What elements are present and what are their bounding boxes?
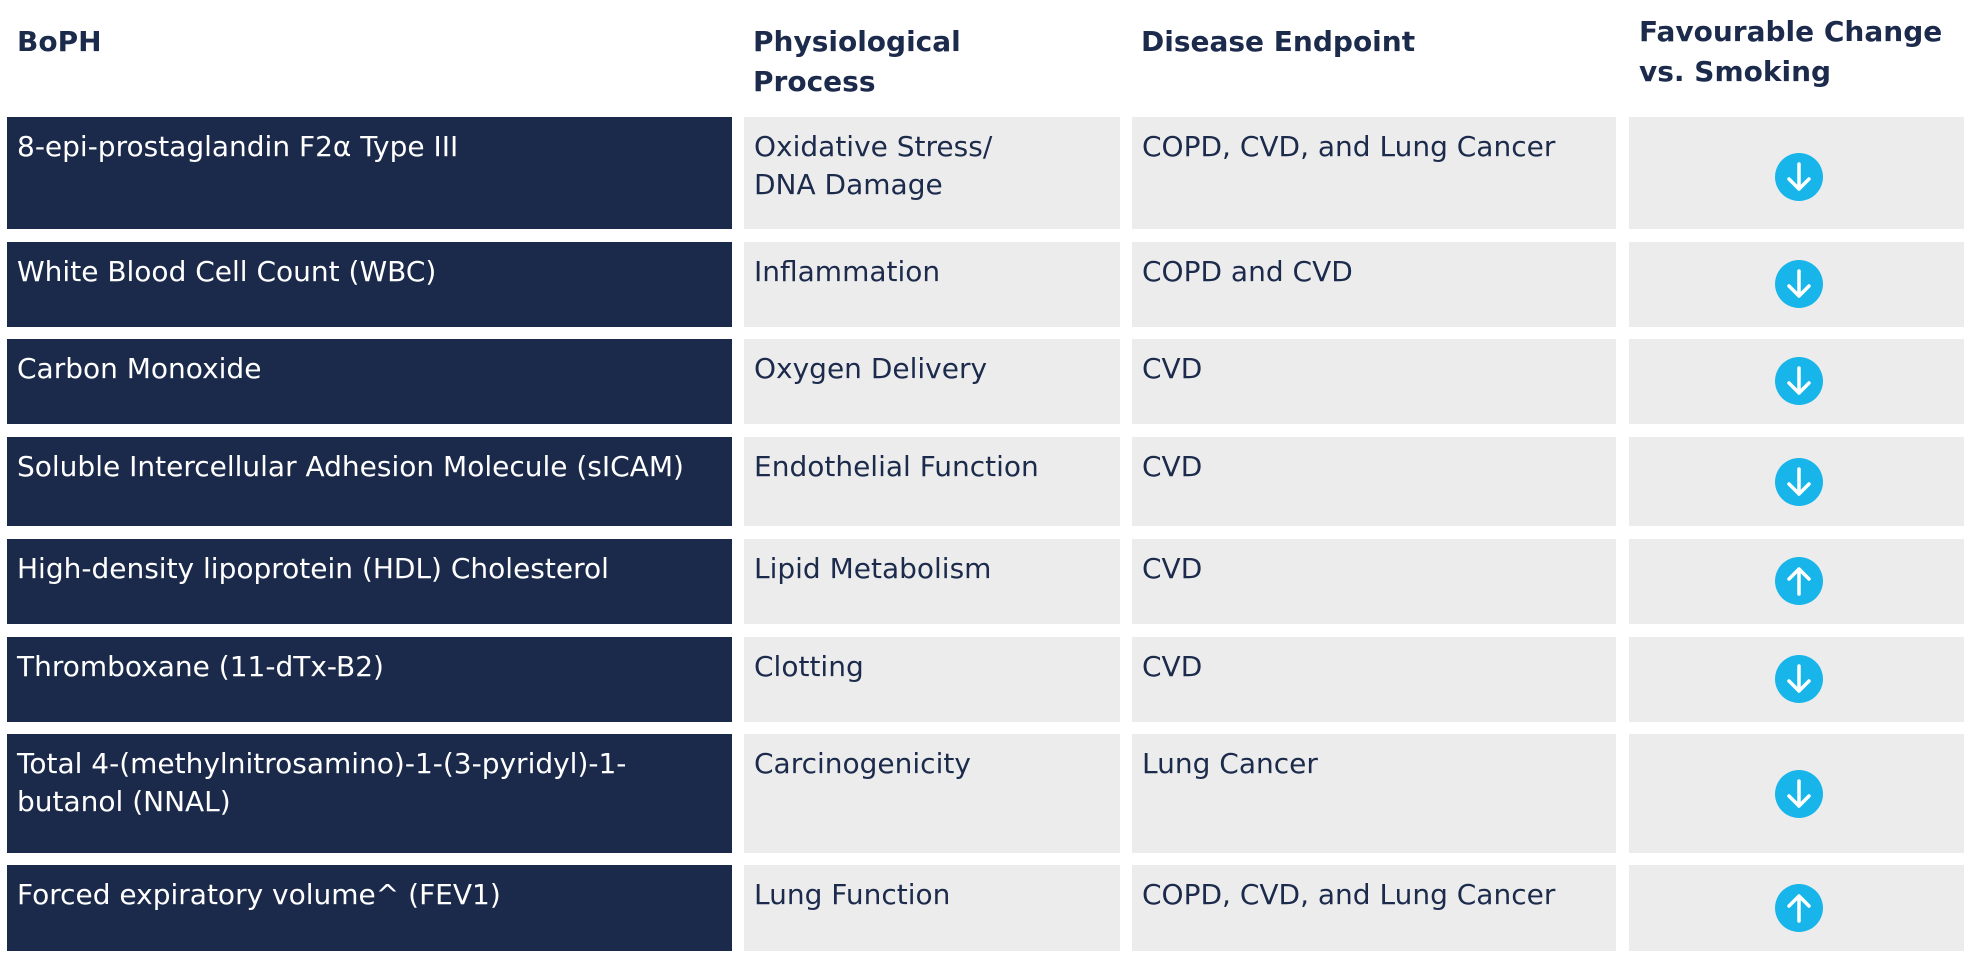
change-cell (1629, 734, 1964, 853)
change-cell (1629, 339, 1964, 424)
change-cell (1629, 242, 1964, 327)
down-arrow-icon (1775, 458, 1823, 506)
boph-cell: Forced expiratory volume^ (FEV1) (7, 865, 732, 951)
process-cell: Lipid Metabolism (744, 539, 1120, 624)
down-arrow-icon (1775, 260, 1823, 308)
header-boph: BoPH (17, 25, 102, 58)
boph-cell: High-density lipoprotein (HDL) Cholester… (7, 539, 732, 624)
down-arrow-icon (1775, 357, 1823, 405)
header-favourable-change: Favourable Change vs. Smoking (1639, 15, 1943, 88)
process-cell: Endothelial Function (744, 437, 1120, 526)
process-cell: Inflammation (744, 242, 1120, 327)
endpoint-cell: Lung Cancer (1132, 734, 1616, 853)
change-cell (1629, 539, 1964, 624)
boph-cell: White Blood Cell Count (WBC) (7, 242, 732, 327)
down-arrow-icon (1775, 153, 1823, 201)
process-cell: Oxygen Delivery (744, 339, 1120, 424)
process-cell: Carcinogenicity (744, 734, 1120, 853)
boph-cell: Total 4-(methylnitrosamino)-1-(3-pyridyl… (7, 734, 732, 853)
up-arrow-icon (1775, 557, 1823, 605)
process-cell: Lung Function (744, 865, 1120, 951)
endpoint-cell: CVD (1132, 339, 1616, 424)
process-cell: Clotting (744, 637, 1120, 722)
endpoint-cell: COPD, CVD, and Lung Cancer (1132, 865, 1616, 951)
down-arrow-icon (1775, 655, 1823, 703)
boph-cell: Thromboxane (11-dTx-B2) (7, 637, 732, 722)
down-arrow-icon (1775, 770, 1823, 818)
endpoint-cell: CVD (1132, 437, 1616, 526)
change-cell (1629, 117, 1964, 229)
header-disease-endpoint: Disease Endpoint (1141, 25, 1416, 58)
boph-cell: Soluble Intercellular Adhesion Molecule … (7, 437, 732, 526)
change-cell (1629, 437, 1964, 526)
change-cell (1629, 865, 1964, 951)
change-cell (1629, 637, 1964, 722)
endpoint-cell: CVD (1132, 539, 1616, 624)
endpoint-cell: COPD and CVD (1132, 242, 1616, 327)
endpoint-cell: COPD, CVD, and Lung Cancer (1132, 117, 1616, 229)
boph-cell: 8-epi-prostaglandin F2α Type III (7, 117, 732, 229)
header-physiological-process: Physiological Process (753, 25, 961, 98)
endpoint-cell: CVD (1132, 637, 1616, 722)
process-cell: Oxidative Stress/ DNA Damage (744, 117, 1120, 229)
boph-cell: Carbon Monoxide (7, 339, 732, 424)
up-arrow-icon (1775, 884, 1823, 932)
